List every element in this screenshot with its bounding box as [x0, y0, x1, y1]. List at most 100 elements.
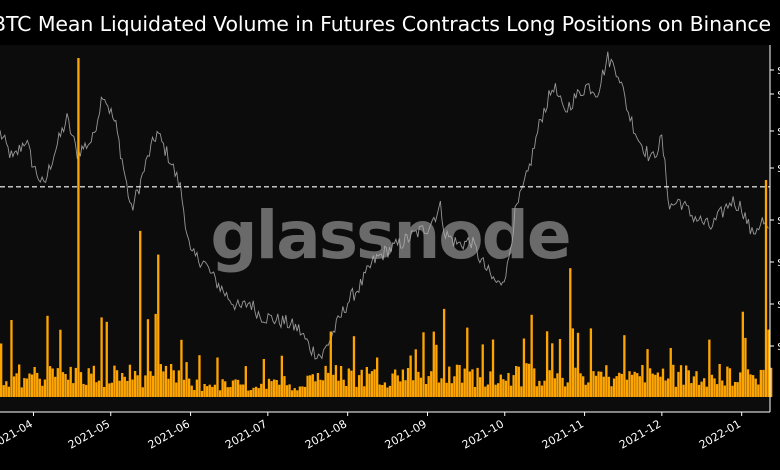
liquidation-bar	[723, 385, 726, 397]
liquidation-bar	[612, 378, 616, 397]
liquidation-bar	[280, 355, 284, 397]
liquidation-bar	[41, 385, 44, 397]
liquidation-bar	[551, 343, 554, 397]
liquidation-bar	[620, 373, 623, 397]
watermark-text: glassnode	[210, 197, 569, 274]
liquidation-bar	[332, 374, 335, 397]
y-tick-label: $	[777, 64, 780, 77]
liquidation-bar	[193, 390, 196, 397]
x-tick-label: 2021-11	[540, 417, 586, 451]
liquidation-bar	[520, 386, 523, 397]
liquidation-bar	[211, 386, 214, 397]
liquidation-bar	[303, 386, 307, 397]
liquidation-bar	[648, 368, 652, 397]
x-tick-label: 2021-07	[223, 417, 269, 451]
liquidation-bar	[558, 339, 562, 397]
liquidation-bar	[180, 339, 183, 397]
liquidation-bar	[767, 329, 770, 397]
liquidation-bar	[419, 377, 423, 397]
y-tick-label: $	[777, 214, 780, 227]
liquidation-bar	[278, 384, 281, 397]
liquidation-bar	[283, 376, 286, 397]
liquidation-bar	[291, 390, 294, 397]
liquidation-bar	[195, 379, 199, 397]
liquidation-bar	[633, 371, 636, 397]
liquidation-bar	[254, 386, 258, 397]
liquidation-bar	[556, 373, 559, 397]
liquidation-bar	[51, 368, 54, 397]
liquidation-bar	[363, 386, 366, 397]
liquidation-bar	[69, 366, 72, 397]
liquidation-bar	[23, 378, 26, 397]
liquidation-bar	[636, 373, 639, 397]
liquidation-bar	[535, 386, 538, 397]
liquidation-bar	[244, 366, 247, 397]
plot-background	[0, 45, 770, 412]
liquidation-bar	[700, 381, 703, 397]
liquidation-bar	[236, 379, 240, 397]
liquidation-bar	[149, 371, 152, 397]
liquidation-bar	[169, 364, 173, 397]
x-tick-label: 2021-10	[460, 417, 506, 451]
y-tick-label: $	[777, 256, 780, 269]
liquidation-bar	[309, 375, 312, 397]
liquidation-bar	[589, 328, 593, 397]
liquidation-bar	[695, 371, 698, 397]
liquidation-bar	[185, 362, 188, 397]
liquidation-bar	[36, 372, 39, 397]
liquidation-bar	[641, 365, 644, 397]
liquidation-bar	[682, 384, 685, 397]
liquidation-bar	[543, 380, 546, 397]
liquidation-bar	[121, 373, 124, 397]
liquidation-bar	[5, 381, 8, 397]
liquidation-bar	[30, 374, 34, 397]
liquidation-bar	[726, 366, 729, 397]
liquidation-bar	[61, 372, 65, 397]
liquidation-bar	[321, 380, 325, 397]
liquidation-bar	[296, 390, 299, 397]
x-tick-label: 2021-09	[383, 417, 429, 451]
liquidation-bar	[64, 374, 67, 397]
liquidation-bar	[370, 371, 374, 397]
liquidation-bar	[221, 379, 224, 397]
liquidation-bar	[770, 367, 773, 397]
liquidation-bar	[628, 371, 631, 397]
liquidation-bar	[463, 368, 466, 397]
liquidation-bar	[455, 364, 459, 397]
liquidation-bar	[25, 378, 29, 397]
liquidation-bar	[597, 371, 600, 397]
liquidation-bar	[692, 376, 696, 397]
liquidation-bar	[646, 349, 649, 397]
y-tick-label: $	[777, 340, 780, 353]
liquidation-bar	[656, 372, 660, 397]
liquidation-bar	[84, 384, 88, 397]
liquidation-bar	[576, 332, 580, 397]
y-tick-label: $	[777, 125, 780, 138]
liquidation-bar	[334, 365, 338, 397]
liquidation-bar	[579, 373, 582, 397]
liquidation-bar	[430, 371, 433, 397]
liquidation-bar	[509, 385, 513, 397]
liquidation-bar	[484, 386, 487, 397]
liquidation-bar	[82, 383, 85, 397]
liquidation-bar	[600, 371, 603, 397]
liquidation-bar	[715, 384, 719, 397]
liquidation-bar	[625, 379, 629, 397]
liquidation-bar	[159, 364, 162, 397]
liquidation-bar	[260, 383, 263, 397]
liquidation-bar	[378, 384, 381, 397]
liquidation-bar	[713, 378, 716, 397]
liquidation-bar	[638, 376, 641, 397]
x-tick-label: 2022-01	[697, 417, 743, 451]
liquidation-bar	[2, 385, 5, 397]
liquidation-bar	[548, 370, 551, 397]
liquidation-bar	[733, 382, 737, 397]
liquidation-bar	[252, 387, 255, 397]
liquidation-bar	[527, 363, 531, 397]
liquidation-bar	[113, 365, 116, 397]
liquidation-bar	[239, 384, 242, 397]
liquidation-bar	[630, 374, 634, 397]
liquidation-bar	[375, 357, 379, 397]
liquidation-bar	[270, 381, 273, 397]
liquidation-bar	[345, 386, 348, 397]
